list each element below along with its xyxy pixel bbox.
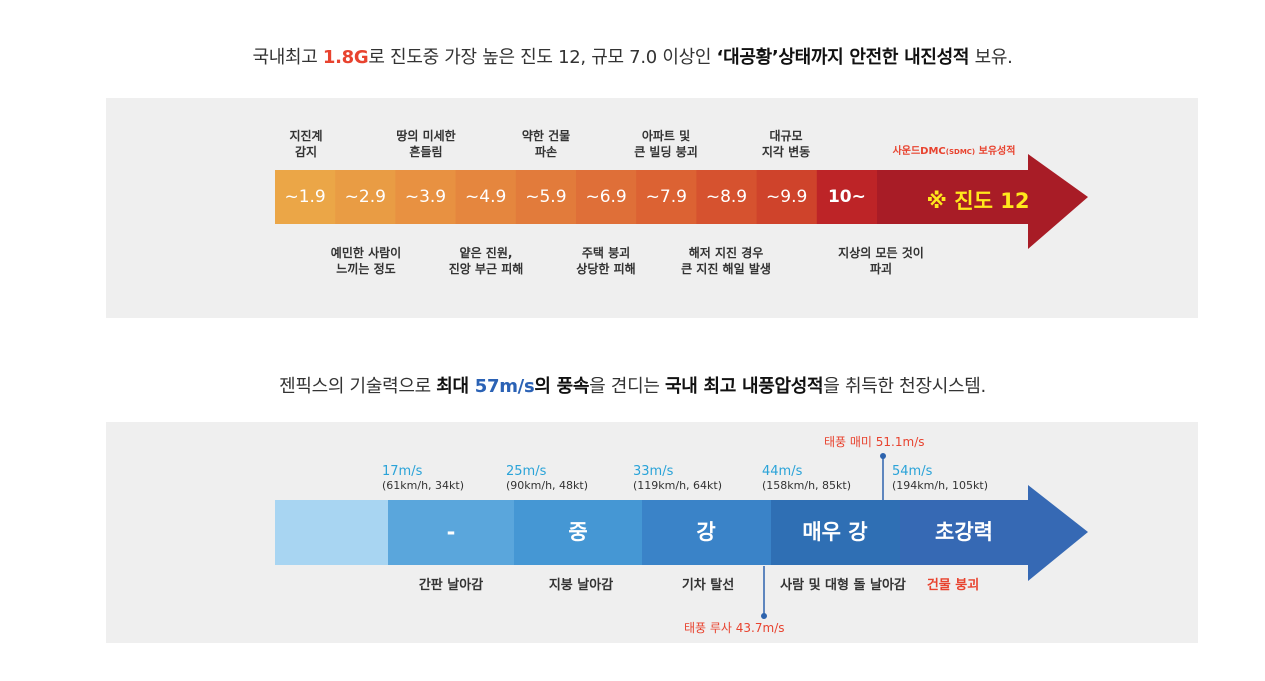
highlight-intensity-12: ※ 진도 12	[880, 189, 1076, 213]
effect-label: 사람 및 대형 돌 날아감	[780, 578, 906, 593]
top-label: 지진계 감지	[289, 129, 323, 159]
speed-label: 25m/s (90km/h, 48kt)	[506, 464, 589, 492]
intensity-segment	[455, 170, 517, 224]
wind-headline: 젠픽스의 기술력으로 최대 57m/s의 풍속을 견디는 국내 최고 내풍압성적…	[279, 376, 986, 397]
seismic-arrow	[275, 154, 1088, 249]
result-note: 사운드DMC(SDMC) 보유성적	[892, 146, 1016, 157]
speed-label: 44m/s (158km/h, 85kt)	[762, 464, 852, 492]
bottom-label: 해저 지진 경우 큰 지진 해일 발생	[681, 246, 771, 276]
intensity-label: ~6.9	[585, 187, 627, 207]
top-label: 약한 건물 파손	[521, 129, 571, 159]
typhoon-maemi-dot	[880, 453, 886, 459]
effect-label: 간판 날아감	[418, 578, 484, 593]
typhoon-rusa-dot	[761, 613, 767, 619]
top-label: 대규모 지각 변동	[761, 129, 811, 159]
intensity-segment	[275, 170, 336, 224]
speed-label: 54m/s (194km/h, 105kt)	[892, 464, 989, 492]
seismic-scale-panel: ~1.9 ~2.9 ~3.9 ~4.9 ~5.9 ~6.9 ~7.9 ~8.9 ~9.9 10~ …	[106, 98, 1198, 318]
wind-grade-label: 매우 강	[802, 520, 868, 544]
bottom-label: 주택 붕괴 상당한 피해	[576, 246, 636, 276]
headline-text: 국내최고	[252, 47, 323, 68]
wind-grade-label: 중	[568, 520, 588, 544]
speed-label: 33m/s (119km/h, 64kt)	[633, 464, 723, 492]
intensity-label: ~2.9	[344, 187, 386, 207]
intensity-label: ~4.9	[465, 187, 507, 207]
typhoon-rusa-label: 태풍 루사 43.7m/s	[684, 621, 785, 635]
wind-segment	[771, 500, 901, 565]
headline-bold: 국내 최고 내풍압성적	[665, 376, 824, 397]
intensity-segment	[576, 170, 637, 224]
effect-label: 기차 탈선	[681, 578, 735, 593]
intensity-label: ~1.9	[284, 187, 326, 207]
headline-bold: ‘대공황’상태까지 안전한 내진성적	[716, 47, 970, 68]
bottom-label: 얕은 진원, 진앙 부근 피해	[448, 246, 524, 276]
intensity-segment	[636, 170, 697, 224]
earthquake-headline: 국내최고 1.8G로 진도중 가장 높은 진도 12, 규모 7.0 이상인 ‘…	[0, 43, 1265, 69]
headline-accent: 57m/s	[474, 376, 535, 397]
reference-mark-icon: ※	[926, 189, 947, 213]
speed-label: 17m/s (61km/h, 34kt)	[382, 464, 465, 492]
typhoon-maemi-label: 태풍 매미 51.1m/s	[824, 435, 925, 449]
intensity-segment	[335, 170, 396, 224]
highlight-label: 진도 12	[954, 189, 1030, 213]
intensity-label: ~3.9	[404, 187, 447, 207]
intensity-label: ~5.9	[525, 187, 567, 207]
wind-arrow	[275, 453, 1088, 619]
headline-accent: 1.8G	[322, 47, 369, 68]
intensity-label: ~9.9	[766, 187, 808, 207]
wind-segment	[275, 500, 389, 565]
top-label: 땅의 미세한 흔들림	[396, 129, 456, 159]
intensity-label: 10~	[827, 187, 866, 207]
effect-label: 지붕 날아감	[548, 578, 614, 593]
headline-text: 로 진도중 가장 높은 진도 12, 규모 7.0 이상인	[368, 47, 717, 68]
bottom-label: 지상의 모든 것이 파괴	[838, 246, 924, 276]
wind-grade-label: 초강력	[935, 520, 993, 544]
intensity-segment	[756, 170, 818, 224]
intensity-segment	[395, 170, 457, 224]
effect-label-building-collapse: 건물 붕괴	[926, 578, 980, 593]
intensity-12-arrowhead	[877, 154, 1088, 249]
bottom-label: 예민한 사람이 느끼는 정도	[330, 246, 402, 276]
wind-arrowhead	[900, 485, 1088, 581]
intensity-segment	[816, 170, 878, 224]
intensity-segment	[515, 170, 577, 224]
headline-text: 젠픽스의 기술력으로	[279, 376, 437, 397]
wind-segment	[642, 500, 772, 565]
intensity-segment	[696, 170, 758, 224]
wind-grade-label: -	[446, 520, 456, 544]
intensity-label: ~7.9	[645, 187, 687, 207]
wind-segment	[514, 500, 643, 565]
intensity-label: ~8.9	[705, 187, 748, 207]
wind-scale-panel: - 중 강 매우 강 초강력 17m/s (61km/h, 34kt) 25m/s (90k…	[106, 422, 1198, 643]
headline-text: 보유.	[969, 47, 1013, 68]
wind-segment	[388, 500, 515, 565]
wind-grade-label: 강	[696, 520, 716, 544]
